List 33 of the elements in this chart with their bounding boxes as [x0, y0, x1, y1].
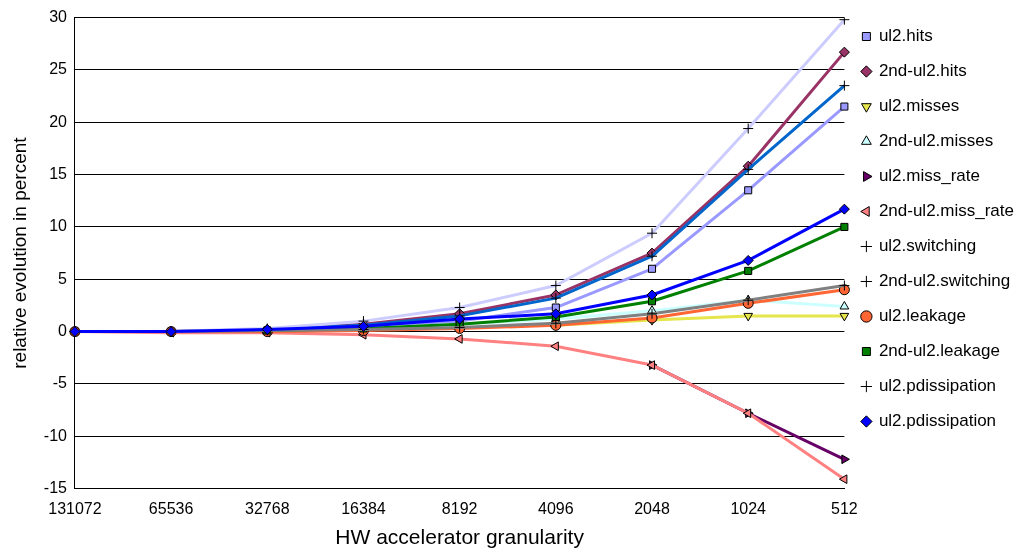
legend-label: ul2.switching	[878, 236, 977, 256]
legend-label: 2nd-ul2.leakage	[878, 341, 1000, 361]
x-tick-label: 4096	[538, 499, 574, 517]
legend-label: ul2.hits	[878, 26, 933, 46]
x-tick-label: 16384	[341, 499, 386, 517]
x-axis-title: HW accelerator granularity	[335, 525, 585, 549]
y-tick-label: 5	[58, 269, 68, 287]
legend-label: 2nd-ul2.hits	[878, 61, 967, 81]
y-axis-title: relative evolution in percent	[8, 136, 30, 369]
legend-label: ul2.leakage	[878, 306, 966, 326]
x-tick-label: 65536	[148, 499, 194, 517]
y-tick-label: -10	[43, 426, 68, 444]
y-tick-label: 25	[49, 60, 68, 78]
y-tick-label: -15	[43, 479, 68, 497]
legend-label: ul2.misses	[878, 96, 960, 116]
y-tick-label: 15	[49, 165, 68, 183]
x-tick-label: 8192	[441, 499, 478, 517]
legend-label: ul2.pdissipation	[878, 376, 997, 396]
x-tick-label: 2048	[634, 499, 670, 517]
x-tick-label: 131072	[48, 499, 102, 517]
y-tick-label: 10	[49, 217, 68, 235]
x-tick-label: 1024	[730, 499, 767, 517]
y-tick-label: 30	[49, 8, 68, 26]
x-tick-label: 512	[831, 499, 858, 517]
legend-label: 2nd-ul2.misses	[878, 131, 994, 151]
y-tick-label: 0	[58, 322, 68, 340]
y-tick-label: 20	[49, 112, 68, 130]
legend-label: 2nd-ul2.switching	[878, 271, 1011, 291]
y-tick-label: -5	[52, 374, 68, 392]
legend-label: ul2.miss_rate	[878, 166, 980, 186]
legend-label: ul2.pdissipation	[878, 411, 997, 431]
x-tick-label: 32768	[245, 499, 290, 517]
legend-label: 2nd-ul2.miss_rate	[878, 201, 1014, 221]
